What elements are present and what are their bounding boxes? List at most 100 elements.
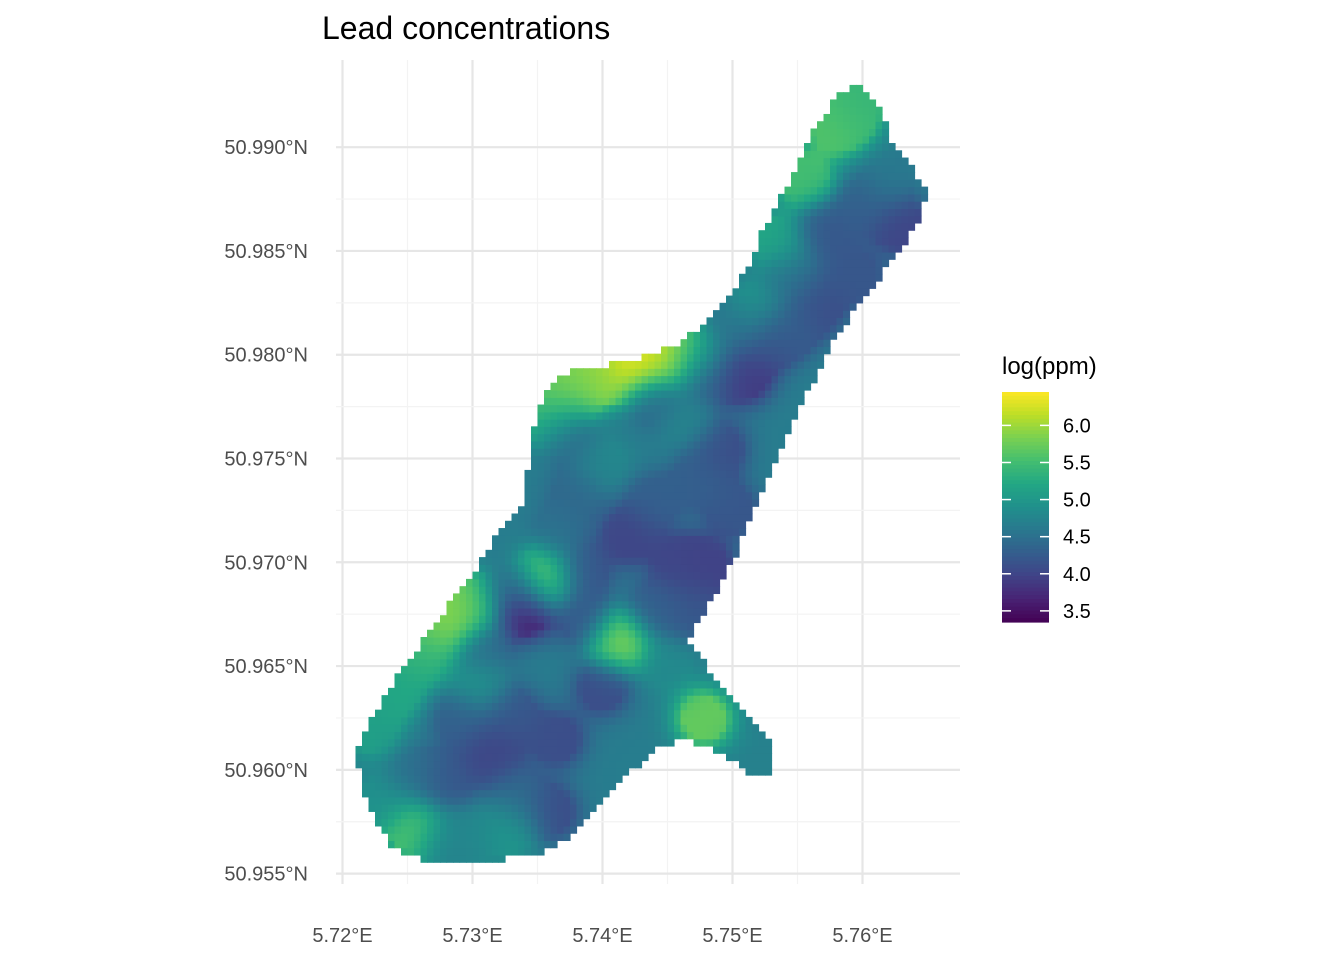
heatmap-cell (784, 404, 792, 413)
heatmap-cell (557, 811, 565, 820)
heatmap-cell (498, 607, 506, 616)
heatmap-cell (648, 520, 656, 529)
heatmap-cell (778, 288, 786, 297)
heatmap-cell (570, 484, 578, 493)
heatmap-cell (745, 411, 753, 420)
heatmap-cell (498, 847, 506, 856)
heatmap-cell (752, 484, 760, 493)
heatmap-cell (375, 753, 383, 762)
heatmap-cell (459, 637, 467, 645)
heatmap-cell (602, 535, 610, 544)
heatmap-cell (375, 738, 383, 747)
heatmap-cell (407, 847, 415, 856)
heatmap-cell (648, 607, 656, 616)
heatmap-cell (472, 775, 480, 783)
heatmap-cell (706, 673, 714, 682)
heatmap-cell (459, 702, 467, 711)
heatmap-cell (466, 745, 474, 754)
heatmap-cell (843, 281, 851, 289)
heatmap-cell (797, 164, 805, 173)
heatmap-cell (843, 121, 851, 130)
heatmap-cell (830, 266, 838, 275)
heatmap-cell (635, 390, 643, 398)
heatmap-cell (401, 695, 409, 703)
heatmap-cell (550, 600, 558, 609)
heatmap-cell (804, 244, 812, 253)
legend-color-step (1002, 591, 1049, 596)
heatmap-cell (706, 317, 714, 326)
heatmap-cell (537, 433, 545, 442)
heatmap-cell (589, 615, 597, 624)
heatmap-cell (524, 716, 532, 725)
heatmap-cell (557, 535, 565, 544)
heatmap-cell (888, 201, 896, 209)
heatmap-cell (622, 622, 630, 631)
heatmap-cell (817, 193, 825, 202)
heatmap-cell (459, 586, 467, 595)
heatmap-cell (680, 702, 688, 711)
heatmap-cell (531, 847, 539, 856)
heatmap-cell (817, 251, 825, 260)
heatmap-cell (440, 615, 448, 624)
heatmap-cell (550, 775, 558, 783)
heatmap-cell (836, 135, 844, 144)
heatmap-cell (576, 607, 584, 616)
heatmap-cell (654, 353, 662, 362)
heatmap-cell (453, 840, 461, 849)
heatmap-cell (622, 738, 630, 747)
heatmap-cell (511, 840, 519, 849)
heatmap-cell (576, 448, 584, 456)
heatmap-cell (745, 745, 753, 754)
heatmap-cell (700, 360, 708, 369)
heatmap-cell (635, 491, 643, 500)
heatmap-cell (765, 390, 773, 398)
heatmap-cell (596, 484, 604, 493)
heatmap-cell (375, 775, 383, 783)
heatmap-cell (524, 513, 532, 522)
heatmap-cell (719, 520, 727, 529)
heatmap-cell (524, 673, 532, 682)
heatmap-cell (498, 564, 506, 573)
heatmap-cell (752, 745, 760, 754)
heatmap-cell (622, 709, 630, 718)
heatmap-cell (427, 825, 435, 834)
heatmap-cell (544, 804, 552, 812)
heatmap-cell (635, 382, 643, 391)
heatmap-cell (570, 709, 578, 718)
heatmap-cell (609, 564, 617, 573)
heatmap-cell (615, 586, 623, 595)
heatmap-cell (700, 426, 708, 435)
heatmap-cell (602, 666, 610, 674)
heatmap-cell (557, 593, 565, 602)
heatmap-cell (901, 172, 909, 180)
heatmap-cell (674, 578, 682, 587)
heatmap-cell (524, 600, 532, 609)
heatmap-cell (492, 629, 500, 638)
heatmap-cell (433, 680, 441, 689)
heatmap-cell (654, 716, 662, 725)
heatmap-cell (732, 288, 740, 297)
heatmap-cell (706, 477, 714, 486)
heatmap-cell (817, 295, 825, 304)
heatmap-cell (459, 622, 467, 631)
heatmap-cell (869, 244, 877, 253)
heatmap-cell (537, 477, 545, 486)
heatmap-cell (479, 644, 487, 653)
heatmap-cell (732, 709, 740, 718)
heatmap-cell (557, 506, 565, 515)
heatmap-cell (492, 818, 500, 827)
heatmap-cell (869, 193, 877, 202)
heatmap-cell (485, 658, 493, 667)
heatmap-cell (641, 542, 649, 551)
heatmap-cell (557, 411, 565, 420)
heatmap-cell (641, 644, 649, 653)
heatmap-cell (849, 193, 857, 202)
heatmap-cell (856, 215, 864, 224)
heatmap-cell (466, 622, 474, 631)
heatmap-cell (368, 738, 376, 747)
heatmap-cell (817, 164, 825, 173)
heatmap-cell (882, 237, 890, 246)
heatmap-cell (401, 680, 409, 689)
heatmap-cell (680, 382, 688, 391)
heatmap-cell (862, 179, 870, 188)
